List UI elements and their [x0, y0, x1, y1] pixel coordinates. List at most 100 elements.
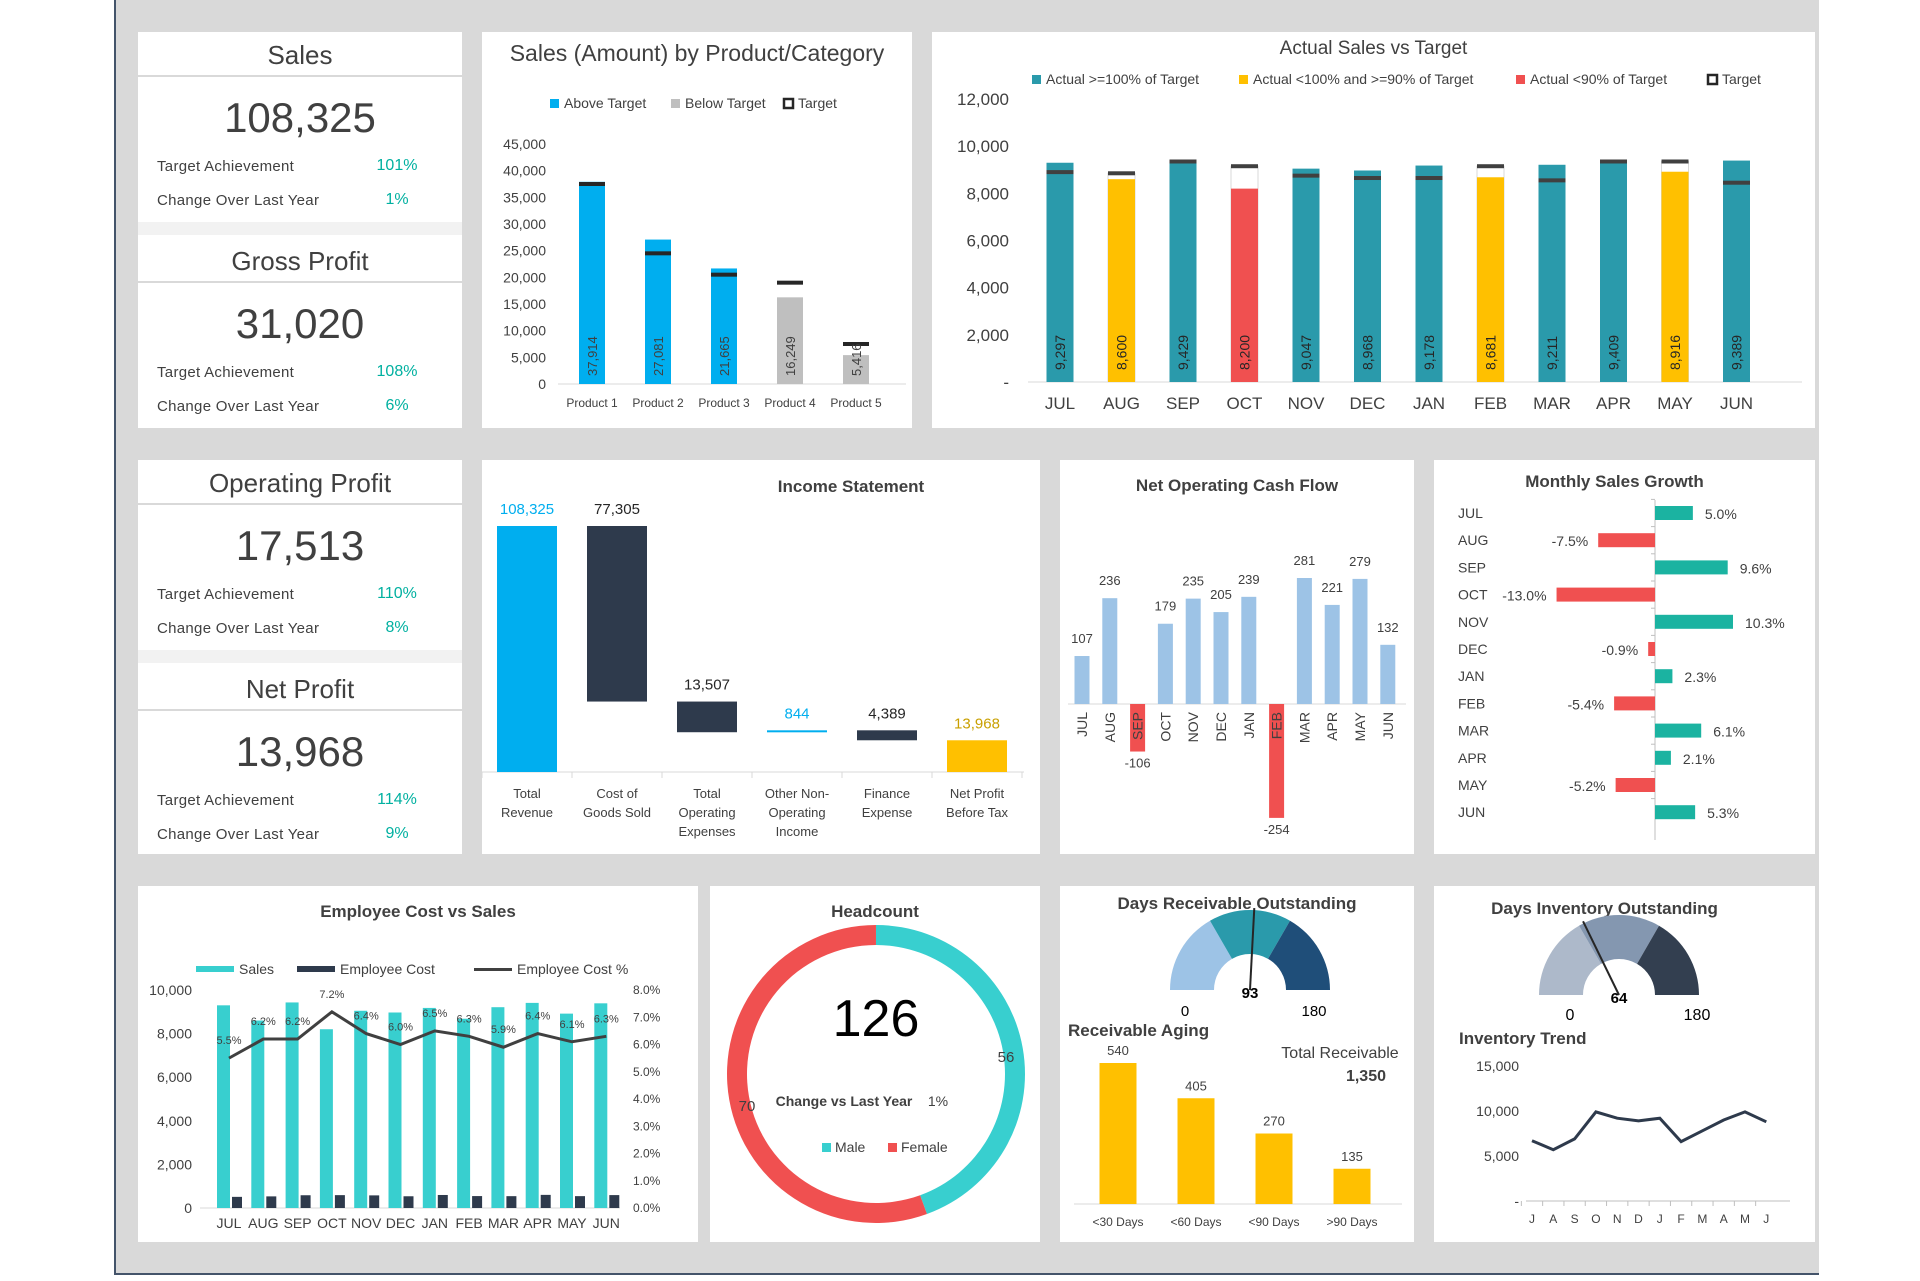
line-value-label: 6.3%	[594, 1013, 619, 1025]
bar-value-label: 2.3%	[1684, 669, 1716, 685]
x-tick-label: Total	[513, 786, 541, 801]
x-tick-label: A	[1720, 1212, 1728, 1226]
inventory-gauge-value: 64	[1611, 990, 1628, 1007]
bar-aug	[1108, 179, 1135, 382]
x-tick-label: N	[1613, 1212, 1622, 1226]
bar-90-days	[1255, 1133, 1293, 1204]
legend-label-employee-cost: Employee Cost	[340, 961, 435, 977]
x-tick-label: NOV	[351, 1215, 382, 1231]
legend-label-target: Target	[1722, 71, 1761, 87]
legend-swatch-actual-100-and-90-of-target	[1239, 75, 1248, 84]
bar-value-label: 8,681	[1483, 335, 1499, 370]
legend-swatch-employee-cost-pct	[474, 968, 512, 971]
kpi-separator	[138, 503, 462, 505]
bar-value-label: 9,429	[1175, 335, 1191, 370]
y-tick-label: 10,000	[149, 982, 192, 998]
x-tick-label: SEP	[1166, 394, 1200, 413]
legend-swatch-above-target	[550, 99, 559, 108]
inventory-gauge-max: 180	[1684, 1007, 1711, 1024]
y-tick-label: 15,000	[1476, 1058, 1519, 1074]
bar-value-label: -5.2%	[1569, 778, 1606, 794]
inventory-gauge-segment	[1637, 925, 1699, 995]
bar-total-revenue	[497, 526, 557, 772]
legend-label-employee-cost: Employee Cost %	[517, 961, 628, 977]
bar-value-label: -106	[1125, 756, 1151, 771]
bar-apr	[1324, 604, 1340, 704]
x-tick-label: NOV	[1185, 711, 1201, 742]
x-tick-label: MAR	[1296, 712, 1312, 743]
product-sales-panel: Sales (Amount) by Product/Category Above…	[482, 32, 912, 428]
kpi-gap	[138, 222, 462, 235]
x-tick-label: JUN	[593, 1215, 620, 1231]
cost-bar-aug	[266, 1196, 277, 1208]
bar-value-label: 9,047	[1298, 335, 1314, 370]
y-tick-label: 2,000	[157, 1156, 192, 1172]
x-tick-label: DEC	[386, 1215, 416, 1231]
bar-value-label: 6.1%	[1713, 724, 1745, 740]
kpi-value-net-profit: 13,968	[235, 728, 365, 775]
bar-oct	[1231, 188, 1258, 382]
y-tick-label: 8,000	[966, 184, 1009, 203]
bar-value-label: 239	[1238, 572, 1260, 587]
bar-value-label: 205	[1210, 587, 1232, 602]
x-tick-label: M	[1697, 1212, 1707, 1226]
sales-bar-aug	[251, 1020, 265, 1208]
legend-label-male: Male	[835, 1139, 866, 1155]
bar-sep	[1655, 560, 1728, 575]
legend-swatch-male	[822, 1143, 831, 1152]
target-marker-oct	[1231, 164, 1258, 169]
bar-dec	[1213, 612, 1229, 704]
kpi-panel-operating-net: Operating Profit 17,513 Target Achieveme…	[138, 460, 462, 854]
x-tick-label: Goods Sold	[583, 805, 651, 820]
bar-jul	[1046, 162, 1074, 382]
legend-label-female: Female	[901, 1139, 948, 1155]
bar-cost-of-goods-sold	[587, 526, 647, 702]
target-marker-product-2	[645, 251, 671, 256]
target-marker-jul	[1046, 170, 1074, 175]
y-tick-label: OCT	[1458, 587, 1488, 603]
actual-vs-target-title: Actual Sales vs Target	[1279, 38, 1468, 59]
cost-bar-jan	[437, 1194, 448, 1208]
cost-bar-sep	[300, 1195, 311, 1208]
target-marker-apr	[1600, 159, 1627, 164]
x-tick-label: APR	[1596, 394, 1631, 413]
kpi-title-net-profit: Net Profit	[245, 674, 355, 704]
bar-value-label: 16,249	[783, 336, 798, 376]
kpi-value-operating-profit: 17,513	[235, 522, 365, 569]
bar-total-operating-expenses	[677, 701, 737, 733]
x-tick-label: O	[1591, 1212, 1600, 1226]
bar-value-label: 279	[1349, 554, 1371, 569]
bar-value-label: 27,081	[651, 336, 666, 376]
line-value-label: 6.5%	[422, 1008, 447, 1020]
bar-jan	[1655, 669, 1673, 684]
bar-may	[1615, 778, 1655, 792]
kpi-gap	[138, 650, 462, 663]
bar-90-days	[1333, 1168, 1371, 1204]
y-tick-label: SEP	[1458, 559, 1486, 575]
legend-swatch-employee-cost	[297, 966, 335, 972]
bar-mar	[1655, 723, 1702, 738]
bar-value-label: 135	[1341, 1149, 1363, 1164]
bar-value-label: 5,416	[849, 343, 864, 376]
x-tick-label: NOV	[1288, 394, 1326, 413]
receivable-gauge-segment	[1170, 920, 1232, 990]
inventory-gauge-segment	[1579, 915, 1659, 964]
kpi-separator	[138, 281, 462, 283]
cost-bar-may	[575, 1196, 585, 1208]
bar-value-label: 37,914	[585, 336, 600, 376]
x-tick-label: JUL	[1074, 712, 1090, 737]
bar-oct	[1556, 587, 1655, 602]
legend-swatch-sales	[196, 966, 234, 972]
x-tick-label: OCT	[1157, 712, 1173, 742]
monthly-growth-chart: JUL 5.0% AUG -7.5% SEP 9.6% OCT -13.0% NOV 10.3% D…	[1458, 498, 1785, 840]
kpi-target-pct-sales: 101%	[376, 157, 418, 174]
target-marker-dec	[1354, 176, 1381, 181]
bar-value-label: 844	[784, 705, 809, 722]
bar-value-label: 9,178	[1421, 335, 1437, 370]
legend-label-actual-90-of-target: Actual <90% of Target	[1530, 71, 1667, 87]
sales-bar-jun	[594, 1003, 608, 1208]
line-value-label: 5.5%	[216, 1035, 241, 1047]
employee-cost-pct-line	[228, 1009, 607, 1060]
dashboard-frame: Sales 108,325 Target Achievement 101% Ch…	[114, 0, 1819, 1275]
